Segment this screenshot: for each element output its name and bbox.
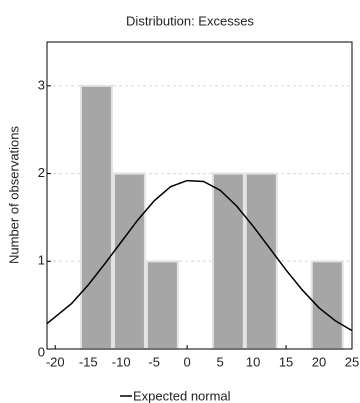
y-tick-label: 2 (38, 165, 45, 180)
y-axis-label: Number of observations (6, 125, 21, 264)
y-tick-label: 0 (38, 344, 45, 359)
bar (244, 172, 278, 350)
bar (211, 172, 245, 350)
x-tick-label: -5 (148, 354, 160, 369)
x-tick-label: -10 (112, 354, 131, 369)
bar (79, 84, 113, 350)
x-tick-label: -20 (46, 354, 65, 369)
plot-frame (46, 41, 353, 350)
y-tick-label: 1 (38, 253, 45, 268)
x-tick-label: 15 (279, 354, 293, 369)
y-tick-label: 3 (38, 77, 45, 92)
legend-label: Expected normal (133, 388, 231, 403)
x-tick-label: 20 (312, 354, 326, 369)
x-tick-label: -15 (79, 354, 98, 369)
x-tick-label: 0 (184, 354, 191, 369)
bar (112, 172, 146, 350)
x-tick-label: 25 (345, 354, 359, 369)
chart-title: Distribution: Excesses (126, 13, 254, 28)
normal-curve (46, 179, 353, 332)
x-tick-label: 5 (216, 354, 223, 369)
bar (145, 260, 179, 350)
x-tick-label: 10 (246, 354, 260, 369)
